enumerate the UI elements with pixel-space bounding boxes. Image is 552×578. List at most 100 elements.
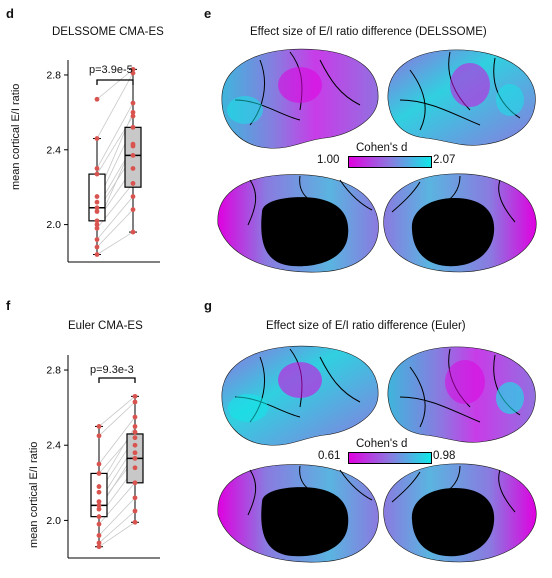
data-point [94,222,100,227]
boxplot-f: 2.0 2.4 2.8 [46,355,160,559]
data-point [130,66,136,72]
data-point [96,506,102,512]
data-point [130,166,136,171]
data-point [94,96,100,102]
data-point [130,181,136,186]
colorbar-e [348,156,432,168]
colorbar-g [348,452,432,464]
data-point [94,166,100,171]
data-point [130,194,136,199]
data-point [96,499,102,505]
data-point [94,194,100,199]
data-point [132,442,138,448]
data-point [132,465,138,471]
colorbar-g-min: 0.61 [318,450,341,462]
brain-e-medial-right [383,173,537,273]
data-point [96,471,102,476]
data-point [132,495,138,501]
data-point [94,237,100,242]
data-point [130,70,136,76]
colorbar-e-min: 1.00 [317,154,340,166]
pair-line [96,72,134,139]
panel-f-title: Euler CMA-ES [68,320,143,332]
y-tick-label: 2.8 [46,69,61,81]
data-point [130,152,136,158]
brain-g-medial-left [217,464,379,563]
brain-e-lateral-left [221,48,379,149]
data-point [132,435,138,441]
data-point [96,521,102,527]
pair-line [98,497,136,536]
data-point [132,424,138,429]
data-point [130,109,136,115]
pair-line [98,401,136,437]
panel-letter-f: f [6,298,11,313]
data-point [132,508,138,514]
brain-g-lateral-left [221,345,379,446]
y-tick-label: 2.4 [46,144,61,156]
data-point [94,171,100,177]
pair-line [96,69,134,100]
data-point [130,207,136,213]
colorbar-e-title: Cohen's d [356,142,408,154]
data-point [132,455,138,461]
pair-line [98,521,136,548]
data-point [132,414,138,420]
panel-letter-e: e [204,6,212,21]
pair-line [98,416,136,465]
data-point [96,424,102,429]
data-point [96,461,102,467]
panel-d-title: DELSSOME CMA-ES [52,26,164,38]
data-point [130,229,136,235]
pair-line [98,482,136,525]
data-point [96,484,102,489]
pair-line [96,196,134,240]
y-tick-label: 2.0 [46,219,61,231]
y-tick-label: 2.8 [46,365,61,377]
data-point [96,433,102,439]
data-point [94,205,100,211]
data-point [94,244,100,250]
data-point [96,489,102,495]
pvalue-d: p=3.9e-5 [89,64,133,76]
panel-letter-d: d [6,6,14,21]
data-point [94,209,100,214]
data-point [96,544,102,550]
significance-bracket [96,79,134,85]
data-point [94,218,100,224]
panel-g-title: Effect size of E/I ratio difference (Eul… [266,320,466,332]
data-point [132,519,138,525]
data-point [130,113,136,119]
data-point [132,429,138,435]
data-point [132,450,138,456]
data-point [94,225,100,231]
colorbar-g-max: 0.98 [433,450,456,462]
boxplot-d: 2.0 2.4 2.8 [46,60,160,263]
panel-letter-g: g [204,298,212,313]
pvalue-f: p=9.3e-3 [90,364,134,376]
data-point [130,124,136,130]
pair-line [96,102,134,169]
brain-e-medial-left [217,174,379,273]
data-point [94,199,100,205]
panel-e-title: Effect size of E/I ratio difference (DEL… [250,26,487,38]
data-point [96,514,102,520]
data-point [130,100,136,106]
colorbar-e-max: 2.07 [433,154,456,166]
data-point [132,399,138,405]
pair-line [98,510,136,544]
data-point [132,480,138,486]
brain-g-lateral-right [387,346,536,443]
significance-bracket [98,377,136,383]
data-point [96,533,102,538]
pair-line [96,231,134,255]
data-point [96,540,102,546]
data-point [96,502,102,508]
colorbar-g-title: Cohen's d [356,438,408,450]
data-point [94,252,100,257]
pair-line [98,396,136,427]
y-tick-label: 2.4 [46,440,61,452]
data-point [132,393,138,399]
brain-g-medial-right [383,463,537,563]
